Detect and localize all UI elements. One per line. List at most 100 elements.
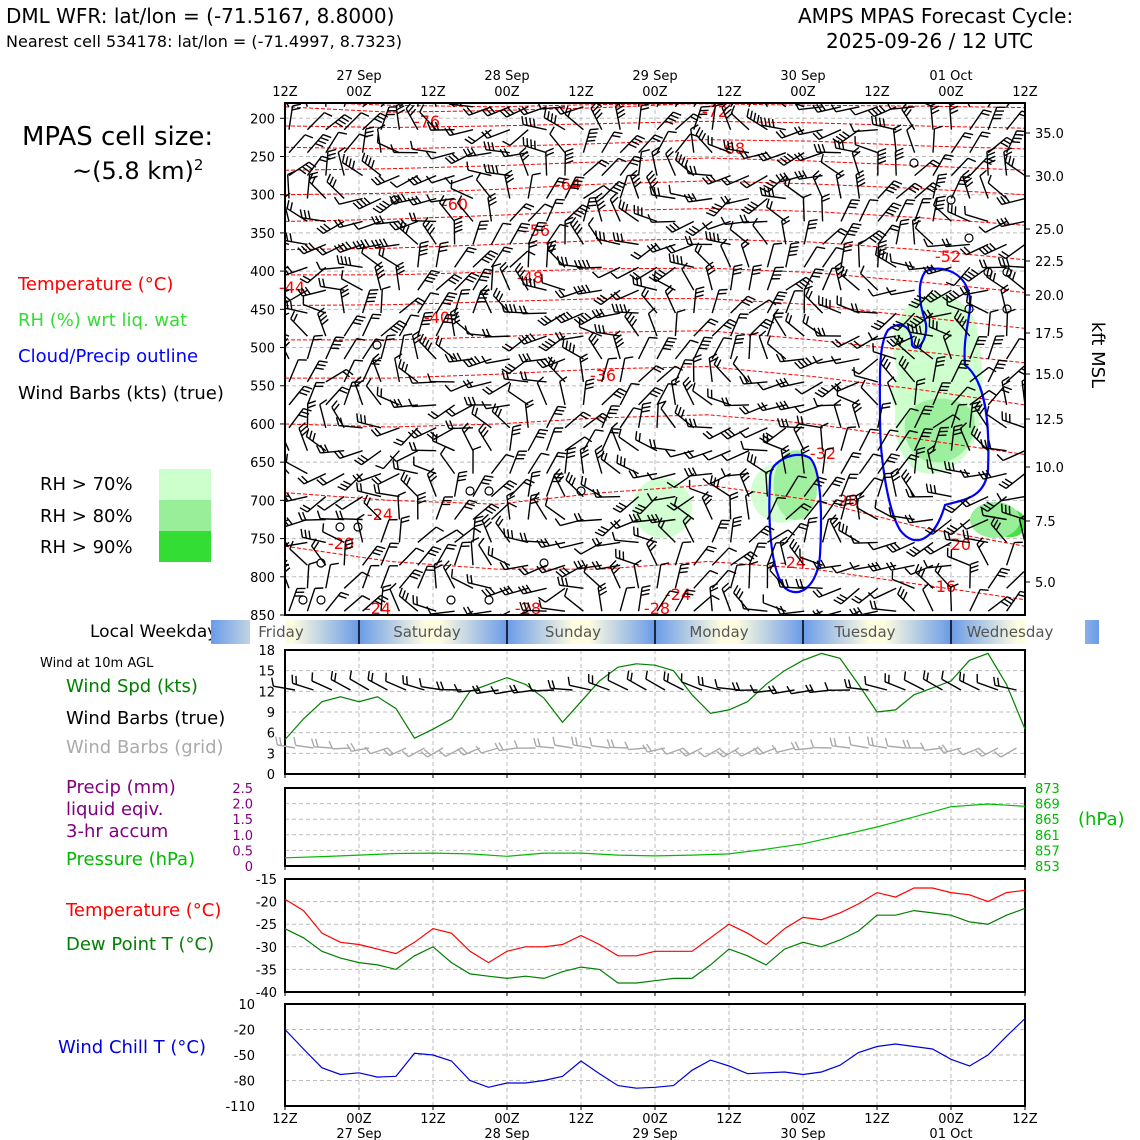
wind-barb (674, 103, 690, 108)
barb-staff (343, 595, 363, 612)
barb-flag (683, 468, 689, 477)
barb-flag (732, 271, 742, 276)
barb-staff (582, 198, 591, 222)
barb-staff (417, 312, 426, 337)
barb-staff (306, 382, 317, 406)
wind-barb (545, 427, 564, 451)
barb-flag (682, 514, 690, 522)
barb-flag (920, 742, 926, 751)
wind-barb (286, 200, 308, 222)
barb-flag (507, 382, 512, 392)
barb-flag (793, 422, 801, 430)
barb-flag (657, 187, 661, 197)
barb-flag (554, 427, 564, 429)
barb-flag (285, 341, 290, 349)
wind-barb (518, 305, 547, 315)
barb-flag (612, 232, 616, 241)
wind-barb (683, 450, 713, 460)
barb-flag (1011, 157, 1015, 167)
wind-barb (553, 468, 566, 497)
barb-flag (981, 131, 991, 135)
barb-flag (739, 313, 749, 316)
barb-flag (941, 238, 947, 247)
wind-barb (674, 541, 692, 566)
barb-flag (482, 478, 492, 482)
barb-staff (803, 518, 810, 543)
barb-flag (618, 157, 627, 163)
barb-flag (975, 343, 985, 346)
barb-flag (274, 451, 282, 459)
barb-flag (518, 450, 527, 452)
barb-flag (801, 445, 810, 451)
wind-barb (869, 600, 897, 612)
barb-staff (358, 220, 382, 230)
barb-flag (666, 340, 675, 344)
windchill-label: Wind Chill T (°C) (58, 1037, 206, 1058)
barb-staff (468, 106, 492, 116)
wind-barb (1001, 411, 1025, 429)
barb-flag (730, 105, 736, 114)
barb-staff (932, 174, 940, 199)
barb-flag (292, 313, 298, 322)
barb-staff (380, 542, 391, 566)
barb-flag (847, 426, 857, 429)
barb-staff (873, 541, 897, 551)
barb-flag (1004, 217, 1010, 226)
barb-flag (816, 246, 826, 250)
temp-y-tick-label: -15 (256, 873, 277, 888)
barb-staff (926, 450, 934, 474)
barb-flag (375, 265, 384, 272)
wind-barb (299, 496, 327, 513)
barb-staff (545, 177, 560, 199)
barb-flag (634, 506, 644, 512)
barb-staff (913, 380, 918, 405)
top-date-label: 27 Sep (336, 69, 381, 84)
barb-staff (470, 541, 474, 566)
barb-staff (616, 518, 639, 530)
barb-flag (429, 273, 438, 277)
barb-staff (490, 480, 510, 498)
barb-flag (836, 596, 845, 602)
barb-flag (660, 747, 668, 755)
barb-flag (630, 672, 633, 682)
barb-staff (962, 747, 980, 756)
barb-flag (579, 353, 588, 359)
wind-barb (857, 239, 867, 268)
wind-barb (656, 130, 677, 154)
barb-staff (818, 303, 842, 314)
barb-flag (581, 259, 587, 269)
wind-barb (438, 194, 456, 222)
barb-flag (568, 342, 572, 352)
barb-flag (387, 334, 396, 337)
barb-staff (582, 103, 603, 108)
wind-barb (285, 538, 308, 548)
barb-flag (544, 497, 549, 506)
wind-barb (372, 197, 400, 214)
barb-flag (426, 276, 436, 280)
barb-flag (599, 294, 608, 301)
barb-staff (413, 464, 437, 475)
barb-staff (463, 747, 481, 756)
barb-flag (616, 232, 620, 242)
barb-flag (339, 417, 344, 427)
barb-flag (556, 180, 566, 184)
barb-staff (817, 564, 842, 570)
barb-flag (780, 444, 789, 451)
barb-flag (466, 574, 469, 583)
barb-flag (789, 538, 795, 547)
barb-flag (623, 458, 626, 467)
barb-flag (557, 475, 565, 483)
temp-contour-label: -24 (780, 553, 806, 572)
wind-barb (720, 427, 750, 440)
barb-flag (285, 453, 289, 463)
barb-flag (418, 252, 428, 257)
wind-barb (775, 605, 805, 615)
barb-flag (488, 200, 497, 207)
barb-flag (373, 357, 381, 364)
wind-barb (435, 335, 456, 360)
barb-flag (912, 546, 921, 553)
barb-flag (512, 424, 522, 428)
wind-barb (583, 563, 603, 589)
wind-barb (668, 253, 694, 268)
barb-flag (341, 116, 350, 123)
